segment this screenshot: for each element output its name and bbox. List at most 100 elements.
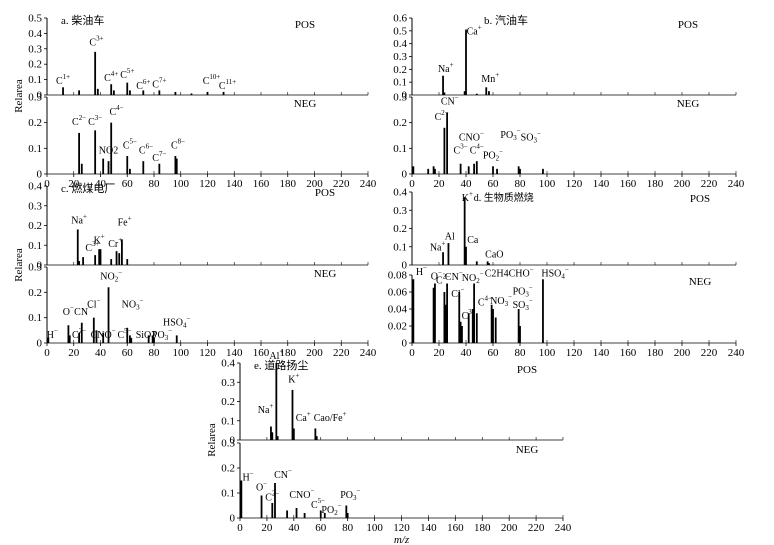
peak-label: Na+: [71, 213, 87, 227]
peak-label: CNO−: [289, 487, 314, 501]
y-tick-label: 0.6: [393, 13, 407, 25]
peak-label: CaO: [485, 250, 503, 261]
pos-subplot: 0 0.1 0.2 0.3 0.4 Na+ C3+K+Cr+ Fe+ POS: [28, 181, 369, 272]
x-tick-label: 20: [68, 347, 80, 359]
y-tick-label: 0.4: [28, 181, 42, 193]
peak-label: C3−: [454, 142, 468, 156]
peak-label: PO3−: [340, 487, 360, 502]
x-tick-label: 40: [461, 178, 473, 190]
peak-label: SO3−: [513, 297, 533, 312]
peak-label: C6−: [139, 142, 153, 156]
y-axis-label: Relarea: [13, 248, 25, 282]
peak-label: C2−: [72, 114, 86, 128]
y-tick-label: 0.1: [393, 143, 407, 155]
y-tick-label: 0.4: [393, 187, 407, 199]
peak-label: CN−: [274, 467, 292, 481]
x-tick-label: 120: [199, 347, 216, 359]
y-tick-label: 0.2: [221, 396, 235, 408]
x-tick-label: 20: [434, 347, 446, 359]
y-tick-label: 0.1: [28, 312, 42, 324]
x-tick-label: 220: [701, 178, 718, 190]
pos-subplot: 00.10.20.30.40.50.6Na+Ca+Mn+POS: [393, 13, 737, 102]
peak-label: C2−: [435, 109, 449, 123]
x-tick-label: 140: [226, 178, 243, 190]
peak-label: C3−: [462, 308, 476, 322]
x-tick-label: 140: [593, 178, 610, 190]
panel-title: c. 燃煤电厂: [61, 181, 115, 195]
x-tick-label: 0: [237, 522, 243, 534]
y-tick-label: 0.1: [221, 488, 235, 500]
x-tick-label: 220: [333, 347, 350, 359]
peak-label: Al+: [269, 348, 283, 362]
panel-b: 00.10.20.30.40.50.6Na+Ca+Mn+POS00.10.20.…: [393, 13, 745, 191]
peak-label: NO3−: [490, 293, 512, 308]
y-tick-label: 0.3: [28, 43, 42, 55]
peak-label: NO2: [99, 145, 118, 156]
y-tick-label: 0.06: [388, 287, 408, 299]
peak-label: PO3−: [513, 284, 533, 299]
x-tick-label: 240: [555, 522, 572, 534]
x-tick-label: 200: [306, 347, 323, 359]
y-tick-label: 0.1: [28, 240, 42, 252]
x-tick-label: 200: [306, 178, 323, 190]
y-tick-label: 0: [230, 435, 236, 447]
x-tick-label: 100: [173, 347, 190, 359]
peak-label: O−: [63, 304, 74, 318]
x-tick-label: 60: [488, 178, 500, 190]
x-tick-label: 160: [620, 347, 637, 359]
x-tick-label: 200: [674, 178, 691, 190]
panel-title: e. 道路扬尘: [254, 358, 308, 372]
y-tick-label: 0: [402, 338, 408, 350]
y-tick-label: 0.3: [28, 92, 42, 104]
y-tick-label: 0.2: [221, 463, 235, 475]
x-tick-label: 120: [199, 178, 216, 190]
y-tick-label: 0.3: [221, 377, 235, 389]
peak-label: C5+: [120, 67, 134, 81]
x-tick-label: 20: [261, 522, 273, 534]
x-tick-label: 40: [95, 347, 107, 359]
y-tick-label: 0: [37, 338, 43, 350]
peak-label: NO2−: [462, 270, 484, 285]
peak-label: C3+: [85, 240, 99, 254]
y-tick-label: 0: [230, 513, 236, 525]
peak-label: SO3−: [521, 130, 541, 145]
peak-label: O−: [431, 268, 442, 282]
peak-label: CN−: [445, 269, 463, 283]
peak-label: C5−: [123, 137, 137, 151]
peak-label: Na+: [438, 61, 454, 75]
peak-label: K+: [94, 232, 105, 246]
peak-label: C4+: [104, 70, 118, 84]
pos-tag: POS: [517, 364, 537, 376]
neg-subplot: 0 0.1 0.2 0.3 H− O− C2− CN−Cl− CNO− NO2− C5− NO3− Si…: [28, 262, 369, 350]
y-tick-label: 0.2: [393, 117, 407, 129]
peak-label: C2−: [72, 327, 86, 341]
peak-label: C4−: [478, 295, 492, 309]
peak-label: Cl−: [87, 297, 100, 311]
peak-label: SiO3: [136, 330, 157, 341]
y-tick-label: 0: [37, 260, 43, 272]
y-tick-label: 0.1: [393, 77, 407, 89]
neg-subplot: 0 0.02 0.04 0.06 0.08 H− O−C2−CN− NO2− C2H4CHO− H…: [388, 264, 737, 350]
x-tick-label: 100: [539, 178, 556, 190]
peak-label: C7−: [152, 150, 166, 164]
x-tick-label: 180: [647, 347, 664, 359]
panel-d: 00.10.20.30.4Na+AlK+ d. 生物质燃烧CaCaOPOS00.0…: [388, 187, 745, 360]
y-tick-label: 0: [402, 169, 408, 181]
x-tick-label: 60: [488, 347, 500, 359]
y-tick-label: 0.3: [28, 262, 42, 274]
peak-label: C5−: [311, 497, 325, 511]
x-tick-label: 120: [566, 178, 583, 190]
neg-subplot: 0 0.1 0.2 0.3 C2−CN− C3−CNO−C4−PO2− PO3−SO3− NE…: [393, 92, 737, 181]
x-tick-label: 220: [333, 178, 350, 190]
y-tick-label: 0.2: [28, 287, 42, 299]
peak-label: H−: [47, 327, 58, 341]
peak-label: Mn+: [481, 71, 499, 85]
pos-subplot: 0 0.1 0.2 0.3 0.4 Al+ Na+ K+ Ca+ Cao/Fe+ POS: [221, 348, 564, 447]
peak-label: C7+: [152, 76, 166, 90]
x-tick-label: 0: [409, 347, 415, 359]
x-tick-label: 100: [173, 178, 190, 190]
x-tick-label: 100: [539, 347, 556, 359]
x-tick-label: 80: [515, 178, 527, 190]
x-tick-label: 60: [315, 522, 327, 534]
